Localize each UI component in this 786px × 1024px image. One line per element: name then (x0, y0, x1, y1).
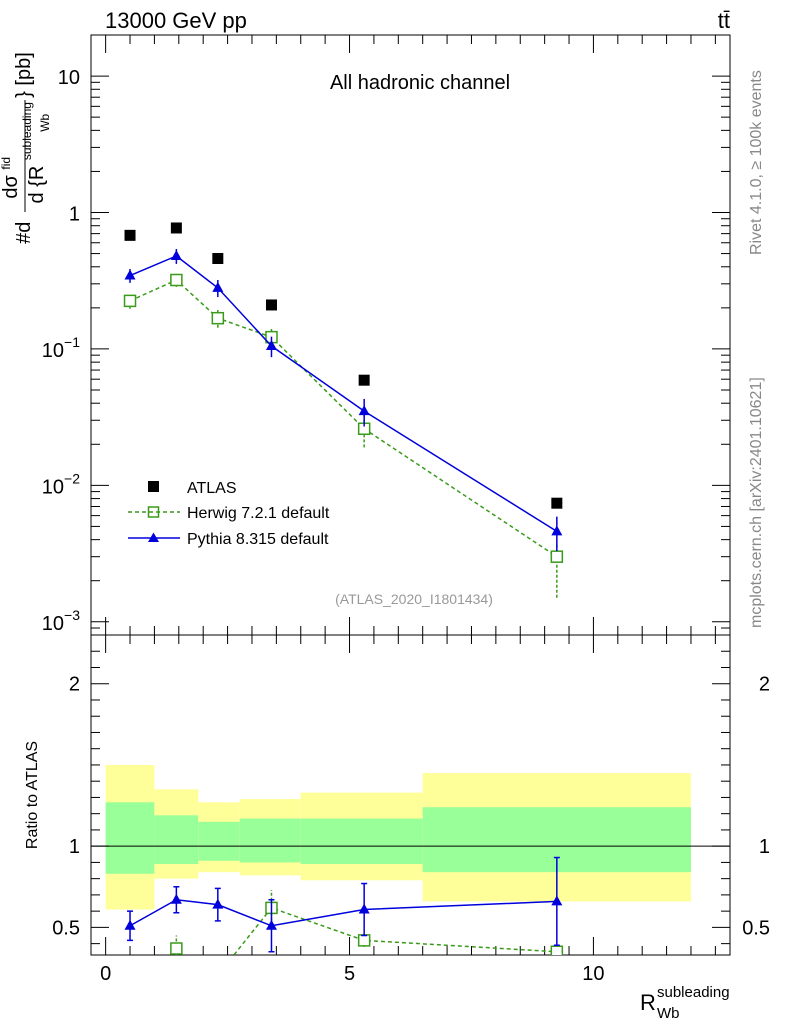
ylabel-numerator: dσ (0, 175, 22, 199)
herwig-ratio-point (550, 945, 564, 955)
svg-text:R: R (640, 990, 656, 1015)
pythia-point (170, 249, 182, 260)
herwig-point (211, 311, 225, 325)
pythia-point (265, 340, 277, 351)
ylabel-denominator-sub: Wb (38, 113, 52, 131)
ylabel-denominator: d {R (26, 166, 48, 204)
herwig-ratio-line (174, 953, 177, 955)
xlabel-base: R (640, 990, 656, 1015)
main-y-axis-title: #d dσ fid d {R subleading Wb } [pb] (0, 52, 54, 244)
ratio-band-inner (198, 821, 240, 861)
ratio-y-tick-label-left: 0.5 (52, 917, 80, 939)
pythia-ratio-point (265, 919, 277, 930)
x-tick-label: 10 (582, 963, 604, 985)
x-tick-label: 0 (100, 963, 111, 985)
mcplots-label: mcplots.cern.ch [arXiv:2401.10621] (748, 377, 765, 628)
ylabel-prefix: #d (13, 222, 35, 244)
ratio-plot-panel: 0.5 0.5 1 1 2 2 0 5 10 Ratio to ATLAS R subleadi… (24, 634, 770, 1022)
legend-label-pythia: Pythia 8.315 default (187, 531, 329, 548)
ratio-y-tick-label-right: 0.5 (742, 917, 770, 939)
legend: ATLAS Herwig 7.2.1 default Pythia 8.315 … (128, 480, 330, 548)
pythia-point (358, 405, 370, 416)
atlas-point (212, 253, 224, 265)
atlas-point (358, 374, 370, 386)
ratio-plot-area: 0.5 0.5 1 1 2 2 0 5 10 (52, 634, 770, 985)
xlabel-sub: Wb (657, 1005, 680, 1022)
ratio-y-tick-label-left: 1 (69, 836, 80, 858)
legend-marker-pythia (148, 532, 159, 542)
herwig-ratio-point (170, 942, 183, 955)
atlas-point (170, 222, 182, 234)
herwig-point (170, 273, 183, 287)
main-y-tick-label: 10−2 (42, 470, 80, 498)
pythia-line (129, 255, 558, 532)
rivet-label: Rivet 4.1.0, ≥ 100k events (748, 70, 765, 255)
main-plot-area: 10−3 10−2 10−1 1 10 (42, 34, 731, 636)
ratio-band-inner (105, 802, 155, 874)
pythia-ratio-point (212, 898, 224, 909)
legend-label-atlas: ATLAS (187, 480, 237, 497)
herwig-line (129, 279, 558, 558)
herwig-ratio-point (357, 934, 371, 947)
main-y-tick-label: 10 (58, 67, 80, 89)
ratio-band-inner (239, 818, 301, 863)
ratio-y-axis-title: Ratio to ATLAS (24, 741, 41, 849)
pythia-ratio-point (170, 893, 182, 904)
main-y-tick-label: 1 (69, 203, 80, 225)
ratio-curves (124, 856, 564, 955)
legend-marker-herwig (147, 506, 160, 518)
main-y-tick-label: 10−3 (42, 607, 80, 635)
x-tick-label: 5 (344, 963, 355, 985)
pythia-ratio-line (129, 898, 557, 927)
main-y-tick-label: 10−1 (42, 334, 80, 362)
ratio-y-tick-label-right: 1 (759, 836, 770, 858)
pythia-point (124, 269, 136, 280)
pythia-ratio-point (358, 903, 370, 914)
ratio-y-tick-label-left: 2 (69, 674, 80, 696)
legend-label-herwig: Herwig 7.2.1 default (187, 505, 330, 522)
pythia-ratio-point (551, 895, 563, 906)
ylabel-unit: } [pb] (13, 52, 35, 98)
legend-marker-atlas (148, 481, 159, 492)
x-axis-title: R subleading Wb (640, 984, 730, 1022)
analysis-tag: (ATLAS_2020_I1801434) (335, 591, 493, 607)
ratio-band-inner (154, 815, 199, 865)
pythia-point (551, 525, 563, 536)
atlas-point (551, 497, 563, 509)
chart-title: All hadronic channel (330, 72, 510, 94)
energy-label: 13000 GeV pp (105, 8, 247, 33)
ylabel-denominator-sup: subleading (20, 102, 34, 160)
pythia-point (212, 281, 224, 292)
atlas-point (265, 299, 277, 311)
svg-text:#d dσ fid: #d dσ fid d {R subleading Wb } [pb] (0, 52, 54, 244)
herwig-point (123, 294, 137, 308)
xlabel-sup: subleading (657, 984, 730, 1001)
herwig-point (550, 550, 564, 563)
ratio-frame (90, 634, 731, 956)
process-label: tt̄ (718, 8, 730, 33)
ratio-band-inner (300, 818, 423, 865)
ylabel-numerator-sup: fid (0, 157, 13, 170)
main-plot-panel: 10−3 10−2 10−1 1 10 All hadronic channel (AT… (0, 34, 731, 636)
ratio-y-tick-label-right: 2 (759, 674, 770, 696)
atlas-point (124, 229, 136, 241)
pythia-ratio-point (124, 919, 136, 930)
